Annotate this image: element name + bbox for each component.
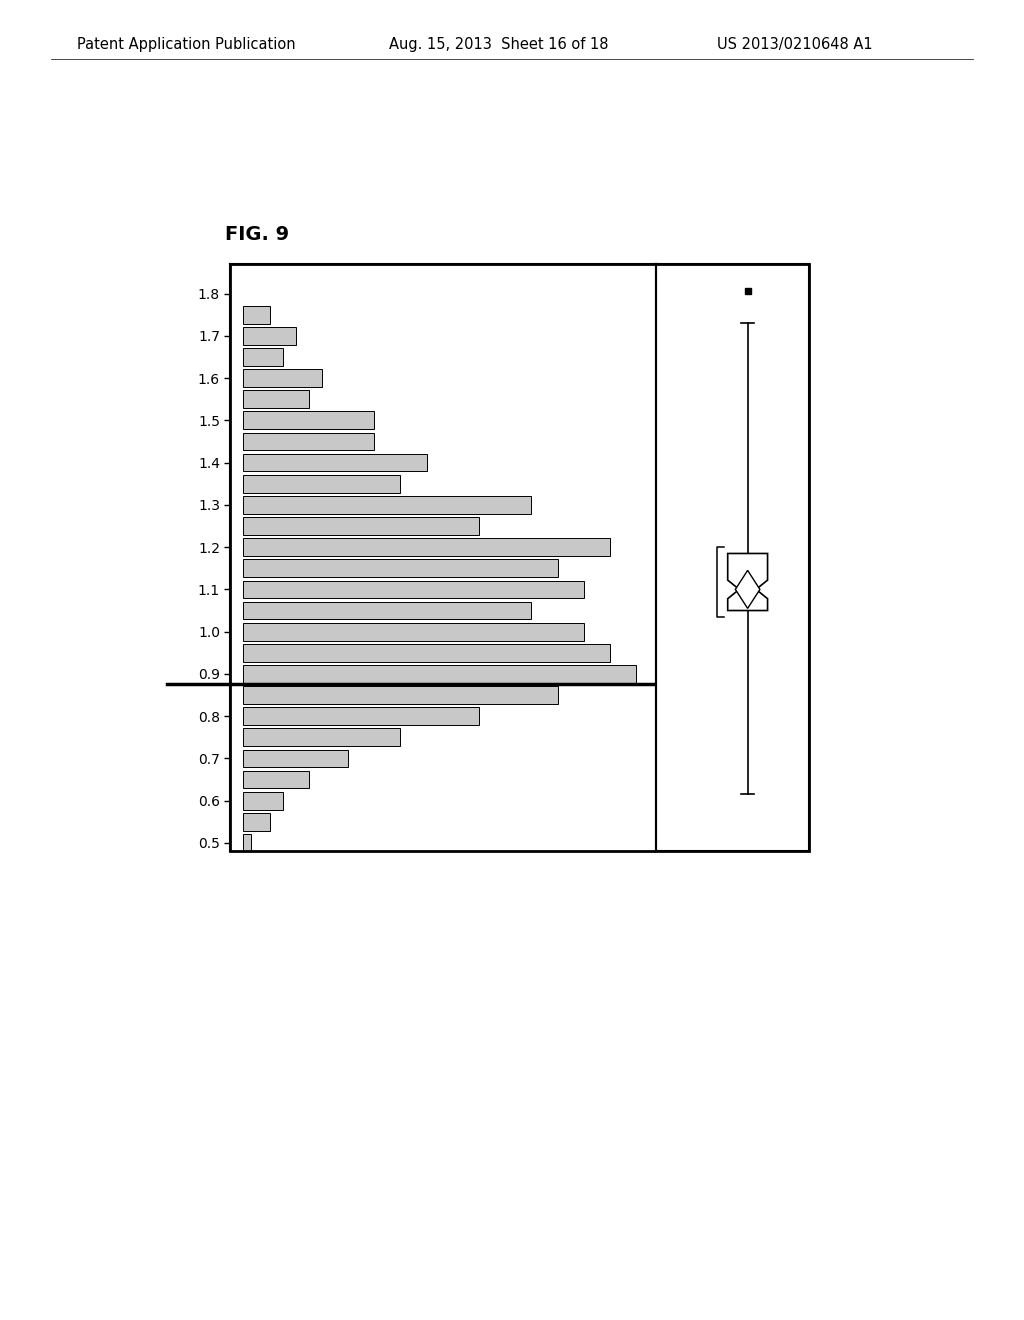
Bar [244, 708, 479, 725]
Bar [244, 517, 479, 535]
Bar [244, 686, 557, 704]
Bar [244, 602, 531, 619]
Bar [244, 306, 269, 323]
Bar [244, 729, 400, 746]
Bar [244, 348, 283, 366]
Text: US 2013/0210648 A1: US 2013/0210648 A1 [717, 37, 872, 51]
Bar [244, 560, 557, 577]
Bar [244, 750, 348, 767]
Bar [244, 391, 309, 408]
Bar [244, 475, 400, 492]
Text: Aug. 15, 2013  Sheet 16 of 18: Aug. 15, 2013 Sheet 16 of 18 [389, 37, 608, 51]
Bar [244, 539, 610, 556]
Bar [244, 834, 251, 851]
Text: Patent Application Publication: Patent Application Publication [77, 37, 296, 51]
Bar [244, 370, 322, 387]
Bar [244, 644, 610, 661]
Bar [244, 665, 636, 682]
Bar [244, 813, 269, 830]
Bar [244, 496, 531, 513]
Text: FIG. 9: FIG. 9 [225, 226, 290, 244]
Bar [244, 581, 584, 598]
Bar [244, 623, 584, 640]
Bar [244, 771, 309, 788]
Bar [244, 327, 296, 345]
Bar [244, 433, 375, 450]
Bar [244, 454, 427, 471]
Polygon shape [735, 570, 760, 609]
Bar [244, 412, 375, 429]
Polygon shape [728, 553, 768, 611]
Bar [244, 792, 283, 809]
